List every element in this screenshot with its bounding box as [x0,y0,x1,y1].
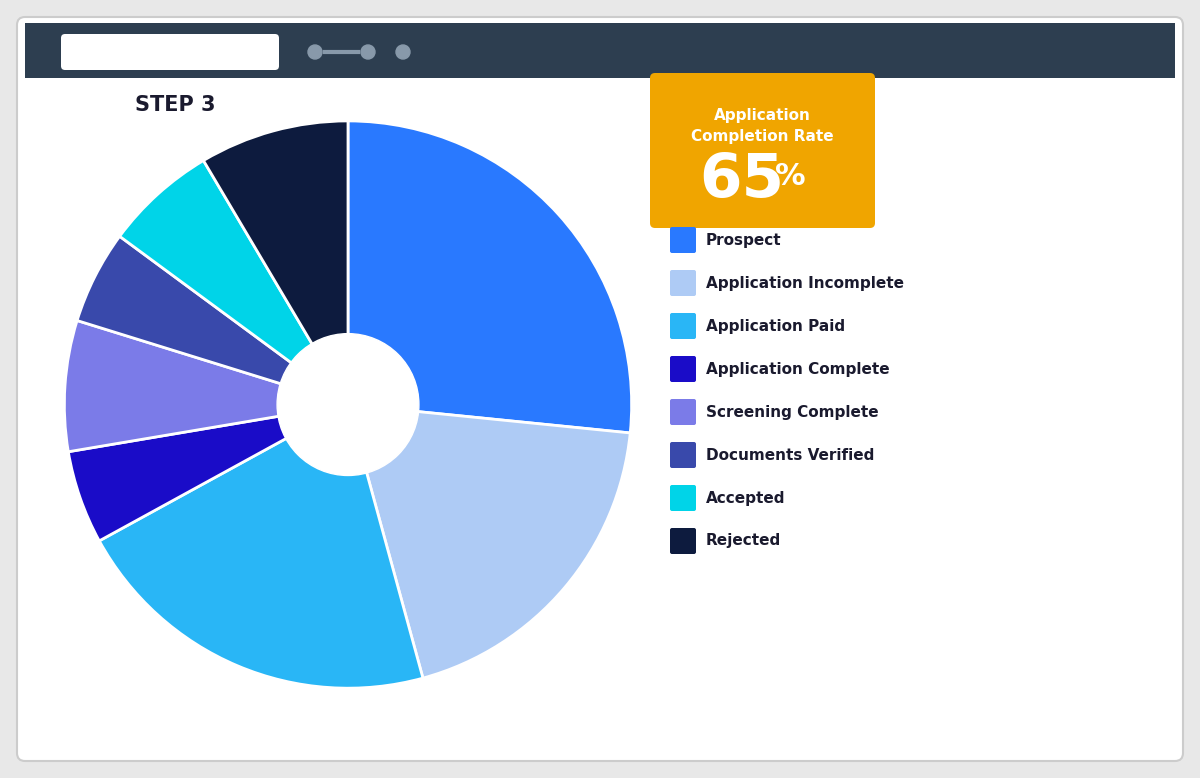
Circle shape [277,334,419,475]
FancyBboxPatch shape [670,399,696,425]
FancyBboxPatch shape [670,270,696,296]
Text: %: % [775,162,805,191]
FancyBboxPatch shape [17,17,1183,761]
Wedge shape [65,321,348,452]
Wedge shape [77,237,348,405]
FancyBboxPatch shape [670,227,696,253]
Text: Screening Complete: Screening Complete [706,405,878,419]
FancyBboxPatch shape [650,73,875,228]
Text: Application Complete: Application Complete [706,362,889,377]
FancyBboxPatch shape [61,34,278,70]
FancyBboxPatch shape [670,528,696,554]
Text: Application Paid: Application Paid [706,318,845,334]
Wedge shape [204,121,348,405]
Text: Application Incomplete: Application Incomplete [706,275,904,290]
FancyBboxPatch shape [670,313,696,339]
Wedge shape [100,405,422,689]
FancyBboxPatch shape [670,356,696,382]
Circle shape [396,45,410,59]
Wedge shape [348,121,631,433]
Text: Application
Completion Rate: Application Completion Rate [691,108,833,144]
FancyBboxPatch shape [670,442,696,468]
Text: STEP 3: STEP 3 [134,95,216,115]
Circle shape [308,45,322,59]
Wedge shape [348,405,630,678]
FancyBboxPatch shape [25,23,1175,78]
Circle shape [361,45,374,59]
Text: Prospect: Prospect [706,233,781,247]
Text: Accepted: Accepted [706,490,786,506]
Wedge shape [120,160,348,405]
Wedge shape [68,405,348,541]
FancyBboxPatch shape [670,485,696,511]
Text: Rejected: Rejected [706,534,781,548]
Bar [25,53,1175,78]
Text: 65: 65 [700,150,785,209]
Text: Documents Verified: Documents Verified [706,447,875,462]
